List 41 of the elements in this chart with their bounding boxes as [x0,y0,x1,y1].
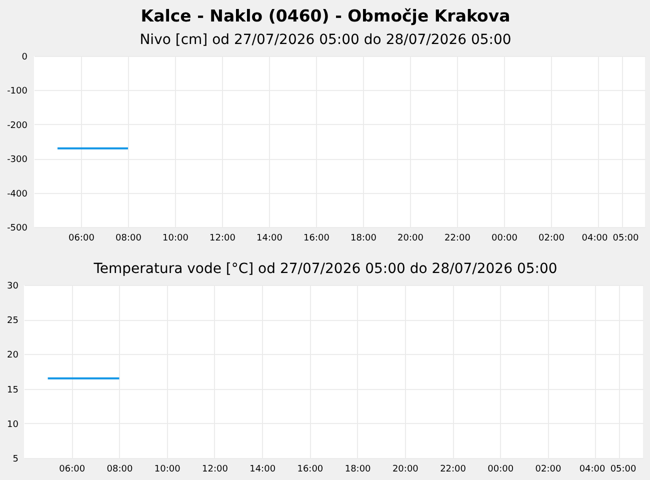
x-tick-label: 20:00 [392,464,419,474]
x-tick-label: 10:00 [154,464,181,474]
y-tick-label: 15 [7,385,18,396]
x-tick-label: 04:00 [579,464,606,474]
x-tick-label: 12:00 [210,234,236,244]
x-tick-label: 00:00 [492,234,518,244]
y-tick-label: -100 [7,86,28,97]
y-tick-label: 30 [7,282,19,292]
x-tick-label: 06:00 [59,464,86,474]
x-tick-label: 08:00 [106,464,133,474]
x-tick-label: 06:00 [68,234,95,244]
x-tick-label: 16:00 [297,464,324,474]
x-tick-label: 02:00 [535,464,562,474]
y-tick-label: -500 [7,224,28,234]
x-tick-label: 02:00 [538,234,565,244]
y-tick-label: 10 [7,420,19,430]
y-tick-label: 20 [7,350,19,361]
x-tick-label: 14:00 [250,464,276,474]
y-tick-label: 0 [22,52,28,62]
x-tick-label: 16:00 [304,234,330,244]
chart-title: Kalce - Naklo (0460) - Območje Krakova [140,6,510,26]
y-tick-label: -200 [7,120,28,131]
y-tick-label: 5 [12,454,18,464]
x-tick-label: 10:00 [162,234,189,244]
x-tick-label: 00:00 [488,464,514,474]
x-tick-label: 14:00 [256,234,283,244]
x-tick-label: 05:00 [612,234,639,244]
x-tick-label: 22:00 [440,464,466,474]
y-tick-label: 25 [7,316,18,326]
x-tick-label: 08:00 [116,234,142,244]
x-tick-label: 22:00 [444,234,471,244]
x-tick-label: 04:00 [582,234,608,244]
x-tick-label: 18:00 [350,234,377,244]
y-tick-label: -300 [7,155,28,166]
chart-subtitle: Nivo [cm] od 27/07/2026 05:00 do 28/07/2026 05:00 [140,32,512,48]
x-tick-label: 18:00 [344,464,372,474]
x-tick-label: 20:00 [398,234,424,244]
x-tick-label: 05:00 [610,464,637,474]
x-tick-label: 12:00 [202,464,228,474]
y-tick-label: -400 [7,189,28,200]
chart-title: Temperatura vode [°C] od 27/07/2026 05:00 do 28/07/2026 05:00 [92,261,558,277]
